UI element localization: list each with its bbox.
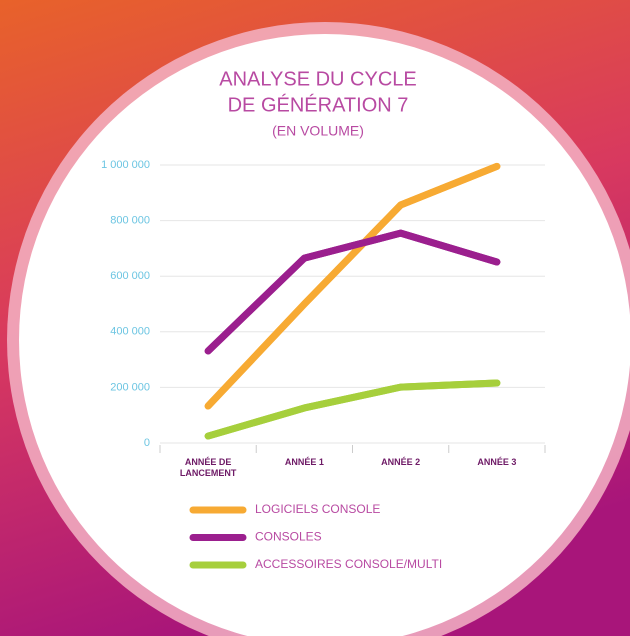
y-tick-label: 800 000 (110, 215, 150, 227)
x-tick-label: ANNÉE 2 (381, 457, 421, 467)
chart-title: DE GÉNÉRATION 7 (228, 93, 409, 116)
legend-label: LOGICIELS CONSOLE (255, 502, 380, 516)
x-tick-label: ANNÉE 3 (477, 457, 517, 467)
y-tick-label: 600 000 (110, 270, 150, 282)
line (204, 162, 501, 410)
legend-label: CONSOLES (255, 530, 322, 544)
x-tick-label: ANNÉE DE LANCEMENT (179, 457, 237, 478)
y-tick-label: 400 000 (110, 326, 150, 338)
legend-label: ACCESSOIRES CONSOLE/MULTI (255, 557, 442, 571)
chart-title: ANALYSE DU CYCLE (219, 68, 416, 90)
circle (19, 34, 630, 636)
y-tick-label: 200 000 (110, 381, 150, 393)
line (204, 379, 501, 440)
chart-subtitle: (EN VOLUME) (272, 123, 364, 139)
x-tick-label: ANNÉE 1 (284, 457, 324, 467)
y-tick-label: 0 (144, 437, 150, 449)
y-tick-label: 1 000 000 (101, 159, 150, 171)
line (204, 229, 501, 355)
